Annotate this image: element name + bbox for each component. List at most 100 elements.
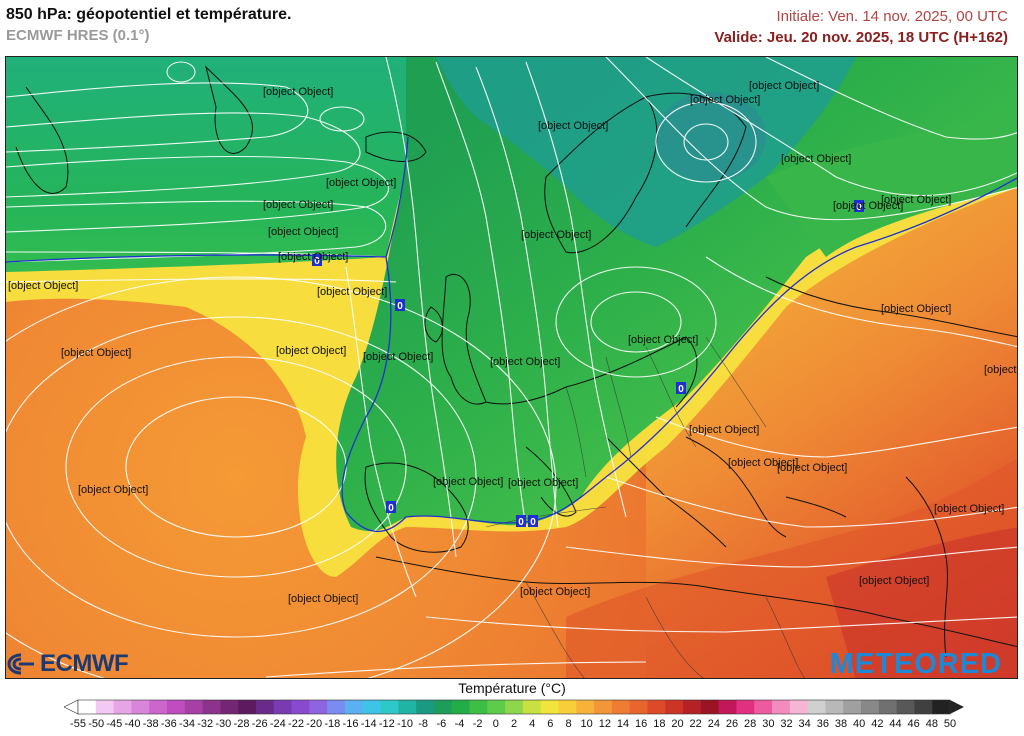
colorbar-cell	[718, 700, 737, 714]
zero-marker: 0	[397, 301, 403, 312]
colorbar-cell	[789, 700, 809, 714]
colorbar-tick-label: -18	[324, 718, 341, 730]
colorbar-tick-label: -30	[215, 718, 232, 730]
colorbar-tick-label: -40	[124, 718, 141, 730]
isoline-label: [object Object]	[326, 177, 396, 189]
colorbar-tick-label: -12	[378, 718, 395, 730]
isoline-label: [object Object]	[728, 457, 798, 469]
isoline-label: [object Object]	[934, 503, 1004, 515]
isoline-label: [object Object]	[78, 484, 148, 496]
zero-isotherm	[6, 136, 1017, 533]
colorbar-cell	[558, 700, 577, 714]
colorbar-cell	[309, 700, 328, 714]
colorbar-cell	[451, 700, 471, 714]
colorbar-outline	[77, 699, 951, 715]
colorbar-tick-label: 18	[653, 718, 666, 730]
colorbar-tick-label: 44	[889, 718, 902, 730]
colorbar-tick-label: -10	[397, 718, 413, 730]
colorbar-cell	[255, 700, 275, 714]
colorbar-cell	[736, 700, 755, 714]
colorbar-tick-label: -45	[106, 718, 123, 730]
isoline-label: [object Object]	[690, 94, 760, 106]
isoline-label: [object Object]	[833, 200, 903, 212]
colorbar-cell	[113, 700, 132, 714]
colorbar-tick-label: -32	[197, 718, 214, 730]
colorbar-tick-label: -50	[88, 718, 105, 730]
colorbar-cell	[629, 700, 648, 714]
colorbar-cell	[487, 700, 506, 714]
colorbar-cell	[220, 700, 239, 714]
isoline-label: [object Object]	[61, 347, 131, 359]
isoline-label: [object Object]	[689, 424, 759, 436]
colorbar-cell	[878, 700, 898, 714]
colorbar-tick-label: 14	[616, 718, 630, 730]
colorbar-tick-label: -26	[251, 718, 268, 730]
colorbar-cell	[861, 700, 880, 714]
colorbar-tick-label: 6	[547, 718, 554, 730]
colorbar-cell	[843, 700, 862, 714]
colorbar-cell	[611, 700, 631, 714]
ecmwf-logo: ECMWF	[6, 650, 129, 678]
colorbar-cell	[344, 700, 364, 714]
east-green	[766, 117, 1017, 257]
colorbar-tick-label: 2	[510, 718, 518, 730]
colorbar-cell	[380, 700, 399, 714]
colorbar-cell	[238, 700, 257, 714]
legend-title: Température (°C)	[458, 680, 566, 696]
colorbar-cell	[772, 700, 791, 714]
colorbar-tick-label: -28	[233, 718, 250, 730]
isoline-label: [object Object]	[276, 345, 346, 357]
colorbar-tick-label: 40	[853, 718, 866, 730]
isoline-label: [object Object]	[508, 477, 578, 489]
colorbar-cell	[416, 700, 435, 714]
colorbar-cell	[469, 700, 488, 714]
colorbar-cell	[683, 700, 702, 714]
colorbar-tick-label: -55	[70, 718, 86, 730]
header-right: Initiale: Ven. 14 nov. 2025, 00 UTC Vali…	[714, 6, 1008, 48]
zero-marker: 0	[678, 384, 684, 395]
colorbar-tick-label: -22	[288, 718, 304, 730]
colorbar-tick-label: -20	[306, 718, 323, 730]
isoline-label: [object Object]	[984, 364, 1018, 376]
colorbar-cell	[78, 700, 97, 714]
temperature-colorbar	[64, 699, 964, 715]
colorbar-tick-label: 24	[707, 718, 720, 730]
colorbar-tick-label: 42	[871, 718, 884, 730]
isoline-label: [object Object]	[263, 199, 333, 211]
colorbar-tick-label: -24	[269, 718, 286, 730]
map-title: 850 hPa: géopotentiel et température.	[6, 6, 292, 23]
colorbar-cell	[505, 700, 524, 714]
colorbar-cell	[398, 700, 417, 714]
isoline-label: [object Object]	[781, 153, 851, 165]
weather-map[interactable]: 0 0 0 0 0 0 0 [object Object] [object Ob…	[5, 56, 1018, 679]
geopotential-contours	[6, 57, 1017, 678]
north-atlantic-cold	[6, 57, 436, 272]
isoline-label: [object Object]	[278, 251, 348, 263]
colorbar-cell	[131, 700, 150, 714]
isoline-label: [object Object]	[288, 593, 358, 605]
isoline-labels: [object Object] [object Object] [object …	[8, 80, 1018, 605]
colorbar-tick-label: -14	[360, 718, 377, 730]
ecmwf-emblem-icon	[7, 653, 34, 675]
isoline-label: [object Object]	[268, 226, 338, 238]
colorbar-cell	[576, 700, 595, 714]
zero-marker: 0	[314, 256, 320, 267]
zero-marker: 0	[518, 517, 524, 528]
colorbar-tick-label: -38	[142, 718, 159, 730]
colorbar-min-arrow	[64, 699, 79, 715]
borders	[485, 336, 805, 678]
isoline-label: [object Object]	[490, 356, 560, 368]
colorbar-tick-label: -16	[342, 718, 359, 730]
isoline-label: [object Object]	[881, 194, 951, 206]
colorbar-tick-label: 34	[798, 718, 811, 730]
colorbar-tick-label: 8	[565, 718, 572, 730]
zero-marker: 0	[388, 503, 394, 514]
colorbar-tick-label: 46	[907, 718, 920, 730]
colorbar-cell	[184, 700, 204, 714]
isoline-label: [object Object]	[520, 586, 590, 598]
colorbar-cell	[166, 700, 186, 714]
colorbar-tick-label: 16	[635, 718, 648, 730]
init-time: Initiale: Ven. 14 nov. 2025, 00 UTC	[776, 8, 1008, 25]
colorbar-cell	[202, 700, 221, 714]
colorbar-cell	[914, 700, 933, 714]
